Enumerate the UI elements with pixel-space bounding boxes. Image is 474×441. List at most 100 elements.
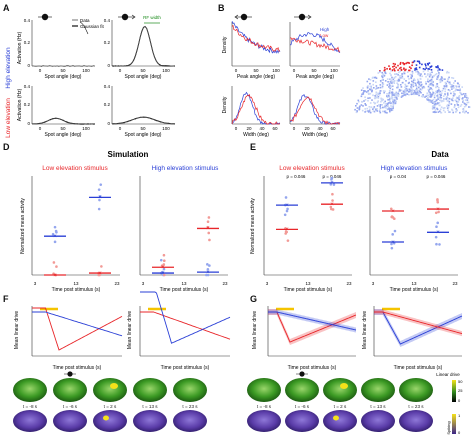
brain-map-dot <box>394 96 397 98</box>
brain-map-dot <box>418 86 420 89</box>
brain-map-dot <box>390 78 392 81</box>
brain-map-dot <box>380 100 382 103</box>
brain-map-dot <box>439 97 442 99</box>
brain-map-dot <box>389 87 391 90</box>
brain-map-dot <box>442 87 445 90</box>
g-right-axes: Mean linear drive Time post stimulus (s) <box>362 306 462 371</box>
brain-map-dot <box>436 108 439 111</box>
brain-map-dot <box>401 81 404 84</box>
brain-map-dot <box>463 111 466 114</box>
f-right-high-curve <box>140 291 231 344</box>
e-pval: p = 0.046 <box>323 174 342 179</box>
brain-map-dot <box>420 83 423 86</box>
b-xtick: 50 <box>253 68 259 73</box>
brain-hotspot <box>110 383 118 389</box>
brain-map-dot <box>426 97 429 100</box>
brain-map-dot <box>381 104 383 106</box>
brain-map-dot <box>420 73 422 75</box>
brain-map-dot <box>443 98 445 100</box>
a-rf-width-label: RF width <box>143 15 161 20</box>
brain-map-dot <box>404 86 406 89</box>
d-xtick: 13 <box>181 281 187 286</box>
brain-map-dot <box>429 72 432 74</box>
panel-g: Mean linear drive Time post stimulus (s)… <box>252 306 462 371</box>
brain-green <box>93 378 127 402</box>
brain-map-dot <box>387 95 390 97</box>
b-top-right-plot: High Low 0 50 100 Peak angle (deg) <box>289 13 340 80</box>
brain-purple <box>285 410 319 432</box>
scatter-point <box>390 246 394 250</box>
brain-map-dot <box>383 102 385 104</box>
brain-map-dot <box>369 79 372 81</box>
brain-map-dot <box>434 103 437 105</box>
brain-map-dot <box>388 83 391 85</box>
brain-map-dot <box>430 78 433 81</box>
brain-green <box>53 378 87 402</box>
brain-map-dot <box>403 72 406 75</box>
brain-map-dot <box>464 95 466 97</box>
brain-map-dot <box>428 90 430 92</box>
brain-map-dot <box>370 87 373 89</box>
b-xtick: 0 <box>293 126 296 131</box>
brain-map-dot <box>454 93 456 95</box>
scatter-point <box>206 263 209 266</box>
brain-map-dot <box>435 90 437 93</box>
brain-map-dot <box>415 84 417 86</box>
brain-map-dot <box>424 96 426 98</box>
b-xtick: 0 <box>293 68 296 73</box>
brain-map-dot <box>391 106 394 108</box>
brain-map-dot <box>433 106 435 109</box>
brain-map-dot <box>453 82 455 84</box>
brain-map-dot <box>416 93 418 95</box>
brain-map-dot <box>412 85 415 88</box>
brain-map-dot <box>468 106 470 108</box>
brain-map-dot <box>428 100 431 103</box>
brain-map-dot <box>422 68 425 70</box>
brain-map-dot <box>421 87 424 89</box>
scatter-point <box>434 211 438 215</box>
g-xlabel: Time post stimulus (s) <box>288 365 337 371</box>
panel-a: High elevation Low elevation Activation … <box>5 13 176 138</box>
brain-map-dot <box>356 102 358 105</box>
b-xtick: 40 <box>259 126 265 131</box>
brain-map-dot <box>430 82 432 85</box>
brain-map-dot <box>364 111 366 113</box>
brain-map-dot <box>388 65 390 67</box>
scatter-point <box>283 213 287 217</box>
brain-map-dot <box>431 88 434 91</box>
brain-purple <box>361 410 395 432</box>
scatter-point <box>99 183 103 186</box>
scatter-point <box>436 221 440 225</box>
brain-map-dot <box>436 83 438 85</box>
brain-map-dot <box>441 89 444 92</box>
brain-hotspot <box>103 415 109 421</box>
brain-map-dot <box>367 85 369 87</box>
brain-map-dot <box>452 85 455 87</box>
brain-map-dot <box>364 103 366 105</box>
brain-map-dot <box>400 68 403 71</box>
brain-map-dot <box>457 106 460 109</box>
brain-map-dot <box>431 71 433 74</box>
brain-map-dot <box>375 87 378 90</box>
a-ytick: 0 <box>107 63 110 68</box>
brain-map-dot <box>451 77 453 79</box>
brain-map-dot <box>375 77 378 79</box>
brain-map-dot <box>369 102 372 104</box>
brain-map-dot <box>463 106 466 108</box>
scatter-point <box>329 205 333 209</box>
brain-map-dot <box>379 104 382 106</box>
brain-map-dot <box>392 78 395 81</box>
brain-map-dot <box>446 105 448 107</box>
panel-letter-b: B <box>218 3 225 13</box>
scatter-point <box>206 273 210 277</box>
brain-map-dot <box>377 100 379 102</box>
mean-marker: × <box>436 207 440 213</box>
brain-map-dot <box>422 85 425 88</box>
brain-map-dot <box>372 80 375 82</box>
brain-map-dot <box>436 85 439 88</box>
brain-map-dot <box>381 86 384 89</box>
a-ytick: 0.4 <box>24 18 31 23</box>
brain-map-dot <box>456 89 459 91</box>
brain-map-dot <box>430 101 433 103</box>
brain-map-dot <box>442 78 445 80</box>
